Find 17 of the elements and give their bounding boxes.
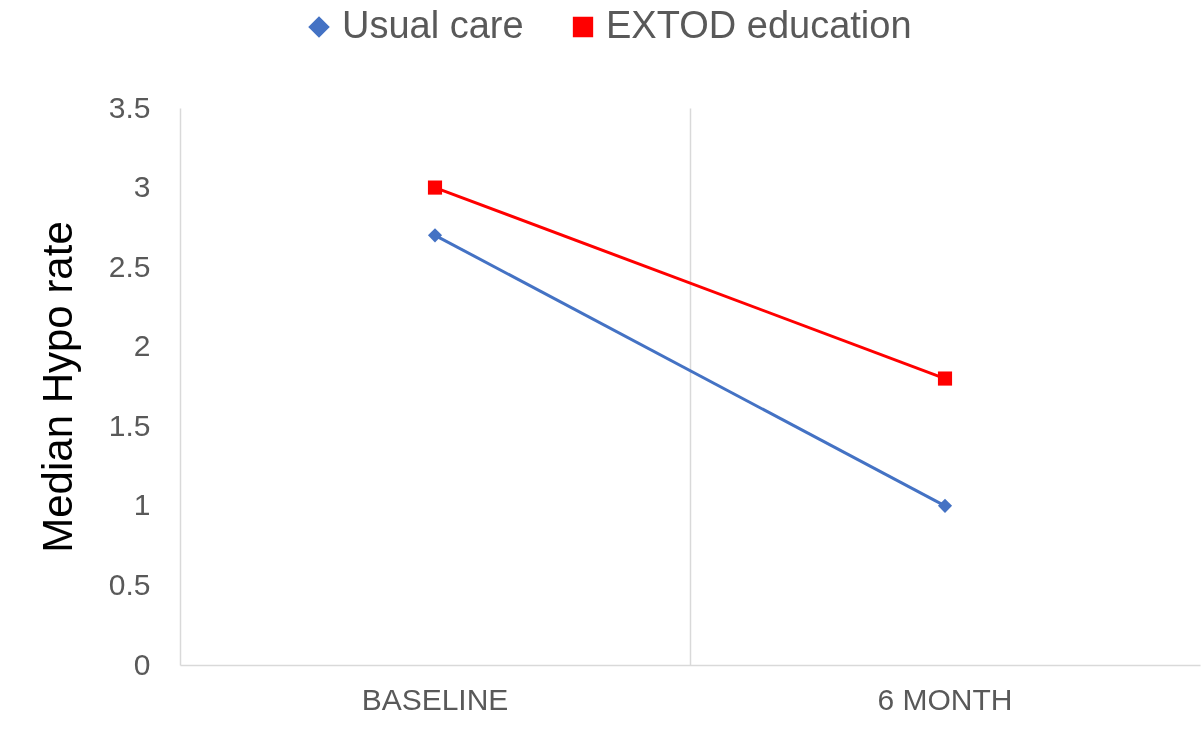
point	[937, 498, 953, 513]
y-axis-title: Median Hypo rate	[33, 221, 81, 553]
y-tick-label: 2	[133, 329, 151, 363]
y-tick-label: 0	[133, 647, 151, 681]
y-tick-label: 3	[133, 170, 151, 204]
x-tick-label: BASELINE	[361, 682, 509, 716]
point	[427, 180, 443, 195]
y-tick-label: 3.5	[108, 90, 151, 124]
y-tick-label: 1	[133, 488, 151, 522]
point	[937, 371, 953, 386]
y-tick-label: 2.5	[108, 249, 151, 283]
legend-label: EXTOD education	[606, 4, 912, 46]
y-tick-label: 1.5	[108, 408, 151, 442]
legend-label: Usual care	[342, 4, 524, 46]
x-tick-label: 6 MONTH	[877, 682, 1013, 716]
y-tick-label: 0.5	[108, 567, 151, 601]
point	[427, 228, 443, 243]
